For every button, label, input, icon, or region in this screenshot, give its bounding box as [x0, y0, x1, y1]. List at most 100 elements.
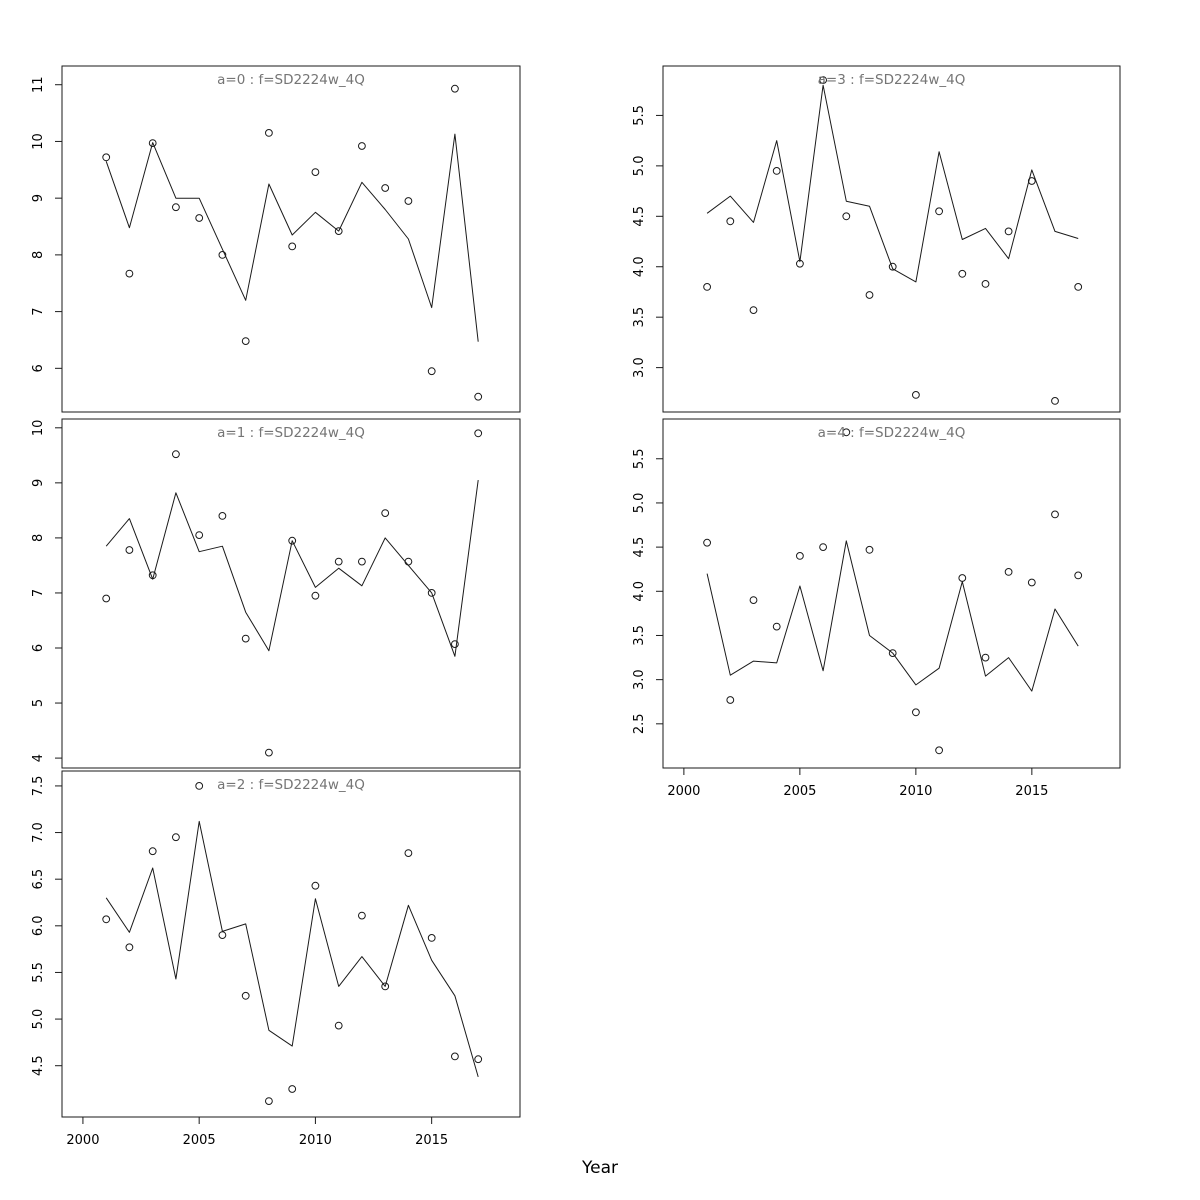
data-point	[358, 557, 366, 566]
data-point	[358, 911, 366, 920]
data-point	[125, 546, 134, 554]
panel-title-a3: a=3 : f=SD2224w_4Q	[818, 72, 966, 88]
data-point	[404, 849, 413, 857]
data-point	[241, 634, 250, 643]
data-point	[451, 1052, 459, 1061]
y-tick-label: 10	[31, 420, 46, 437]
data-point	[703, 283, 711, 291]
panel-a4: 2.5 3.0 3.5 4.0 4.5 5.0 5.5 2000 2005 2010 2015 a=4…	[632, 418, 1121, 799]
data-point	[172, 203, 180, 212]
y-tick-label: 5.5	[31, 962, 46, 983]
data-point	[451, 640, 459, 648]
y-tick-label: 4	[31, 754, 46, 762]
fit-line-a2	[105, 820, 479, 1078]
data-point	[865, 291, 874, 299]
data-point	[148, 847, 157, 856]
fit-line-a0	[105, 133, 479, 342]
data-point	[749, 306, 758, 315]
data-point	[427, 934, 436, 942]
data-point	[358, 142, 366, 150]
y-tick-label: 5.0	[31, 1009, 46, 1030]
panel-title-a4: a=4 : f=SD2224w_4Q	[818, 425, 966, 441]
data-point	[288, 536, 297, 545]
y-tick-label: 3.0	[632, 669, 647, 690]
y-tick-label: 6	[31, 644, 46, 652]
panel-title-a0: a=0 : f=SD2224w_4Q	[217, 72, 365, 88]
panel-border-a1	[61, 418, 521, 769]
panel-title-a1: a=1 : f=SD2224w_4Q	[217, 425, 365, 441]
data-point	[474, 392, 483, 401]
data-point	[172, 833, 180, 842]
data-point	[265, 129, 273, 137]
data-point	[195, 531, 204, 539]
data-point	[311, 168, 320, 177]
data-point	[1027, 177, 1036, 185]
data-point	[888, 262, 897, 271]
data-point	[381, 184, 390, 192]
y-tick-label: 6.5	[31, 869, 46, 890]
y-tick-label: 4.5	[31, 1055, 46, 1076]
data-point	[148, 571, 157, 580]
data-point	[842, 212, 851, 221]
data-point	[334, 1021, 343, 1030]
y-tick-label: 5.0	[632, 156, 647, 177]
panel-a3: 3.0 3.5 4.0 4.5 5.0 5.5 a=3 : f=SD2224w_4Q	[632, 65, 1121, 413]
data-point	[218, 512, 227, 520]
data-point	[125, 943, 134, 952]
data-point	[865, 545, 874, 554]
data-point	[241, 337, 250, 346]
data-point	[102, 153, 111, 162]
panel-title-a2: a=2 : f=SD2224w_4Q	[217, 777, 365, 793]
data-point	[172, 450, 180, 459]
data-point	[288, 1085, 297, 1093]
x-tick-label: 2005	[183, 1133, 216, 1148]
y-tick-label: 2.5	[632, 713, 647, 734]
data-point	[288, 242, 297, 251]
data-point	[334, 227, 343, 236]
y-tick-label: 3.5	[632, 625, 647, 646]
y-tick-label: 4.0	[632, 256, 647, 277]
x-tick-label: 2010	[299, 1133, 332, 1148]
data-point	[125, 269, 134, 278]
data-point	[241, 991, 250, 1000]
data-point	[334, 557, 343, 566]
x-tick-label: 2000	[667, 784, 700, 799]
y-tick-label: 7	[31, 307, 46, 315]
data-point	[935, 746, 943, 755]
data-point	[474, 1055, 483, 1064]
y-tick-label: 10	[31, 133, 46, 150]
panel-border-a2	[61, 770, 521, 1118]
y-tick-label: 4.5	[632, 537, 647, 558]
y-tick-label: 3.5	[632, 307, 647, 328]
data-point	[195, 214, 204, 222]
panel-border-a4	[662, 418, 1121, 769]
data-point	[404, 197, 413, 205]
data-point	[1051, 397, 1059, 405]
panel-border-a3	[662, 65, 1121, 413]
data-point	[1027, 578, 1036, 587]
data-point	[381, 509, 390, 517]
data-point	[474, 429, 483, 438]
data-point	[218, 931, 227, 939]
data-point	[749, 596, 758, 604]
data-point	[796, 259, 804, 268]
y-tick-label: 6	[31, 364, 46, 372]
y-tick-label: 9	[31, 479, 46, 487]
y-tick-label: 8	[31, 534, 46, 542]
data-point	[404, 557, 413, 566]
data-point	[842, 428, 851, 437]
data-point	[912, 391, 920, 399]
y-tick-label: 4.0	[632, 581, 647, 602]
y-tick-label: 3.0	[632, 357, 647, 378]
data-point	[102, 915, 111, 924]
data-point	[772, 167, 781, 175]
panel-a1: 4 5 6 7 8 9 10 a=1 : f=SD2224w_4Q	[31, 418, 521, 769]
data-point	[796, 552, 804, 560]
y-tick-label: 6.0	[31, 915, 46, 936]
x-tick-label: 2015	[1015, 784, 1048, 799]
data-point	[958, 574, 967, 582]
data-point	[427, 367, 436, 376]
y-tick-label: 7.5	[31, 776, 46, 797]
y-tick-label: 8	[31, 251, 46, 259]
